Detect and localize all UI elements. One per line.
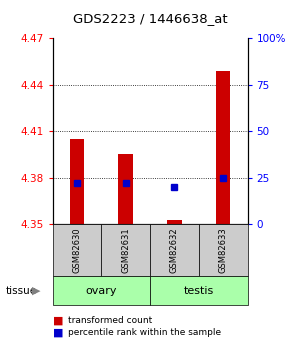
Bar — [199, 224, 248, 276]
Bar — [52, 276, 150, 305]
Bar — [70, 139, 84, 224]
Text: transformed count: transformed count — [68, 316, 152, 325]
Text: GSM82632: GSM82632 — [170, 227, 179, 273]
Bar — [150, 224, 199, 276]
Text: ▶: ▶ — [32, 286, 40, 296]
Bar — [101, 224, 150, 276]
Text: GSM82630: GSM82630 — [72, 227, 81, 273]
Text: GDS2223 / 1446638_at: GDS2223 / 1446638_at — [73, 12, 227, 25]
Bar — [216, 71, 230, 224]
Bar — [118, 155, 133, 224]
Text: ■: ■ — [52, 328, 63, 338]
Text: percentile rank within the sample: percentile rank within the sample — [68, 328, 220, 337]
Bar — [150, 276, 248, 305]
Text: ■: ■ — [52, 315, 63, 325]
Text: GSM82631: GSM82631 — [121, 227, 130, 273]
Text: GSM82633: GSM82633 — [219, 227, 228, 273]
Text: tissue: tissue — [6, 286, 37, 296]
Bar — [167, 220, 182, 224]
Text: ovary: ovary — [85, 286, 117, 296]
Bar — [52, 224, 101, 276]
Text: testis: testis — [184, 286, 214, 296]
